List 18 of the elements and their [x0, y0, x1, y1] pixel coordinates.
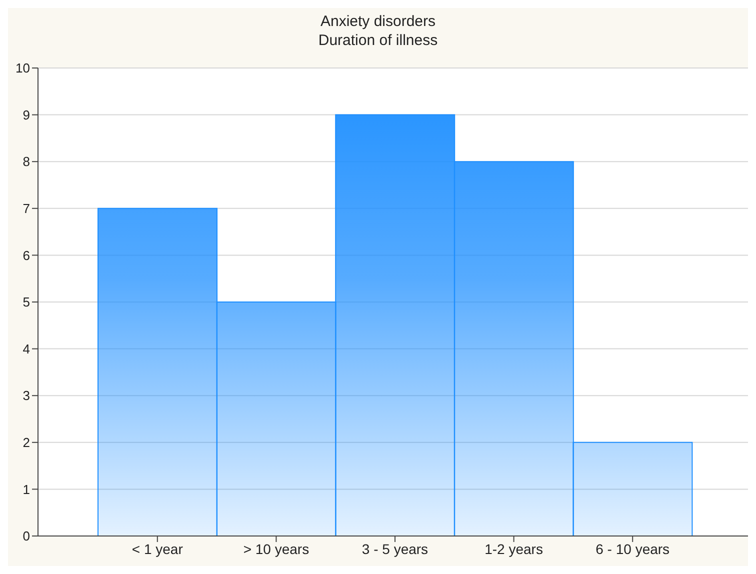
y-tick-label: 1 — [22, 482, 30, 497]
y-tick-label: 2 — [22, 435, 30, 450]
y-tick-label: 7 — [22, 201, 30, 216]
y-tick-label: 5 — [22, 294, 30, 310]
y-tick-label: 3 — [22, 388, 30, 404]
x-tick-label: 6 - 10 years — [596, 540, 670, 557]
x-tick-label: 1-2 years — [484, 540, 543, 557]
y-tick-label: 6 — [22, 248, 30, 263]
y-tick-label: 8 — [22, 154, 30, 170]
y-tick-label: 10 — [16, 60, 30, 76]
y-tick-label: 0 — [22, 528, 30, 544]
x-tick-label: 3 - 5 years — [362, 540, 428, 557]
chart-title: Anxiety disorders — [319, 12, 437, 31]
x-tick-label: > 10 years — [243, 540, 310, 557]
x-tick-label: < 1 year — [132, 540, 184, 557]
y-tick-label: 9 — [22, 107, 30, 122]
y-tick-label: 4 — [22, 341, 30, 356]
chart-subtitle: Duration of illness — [317, 31, 439, 50]
